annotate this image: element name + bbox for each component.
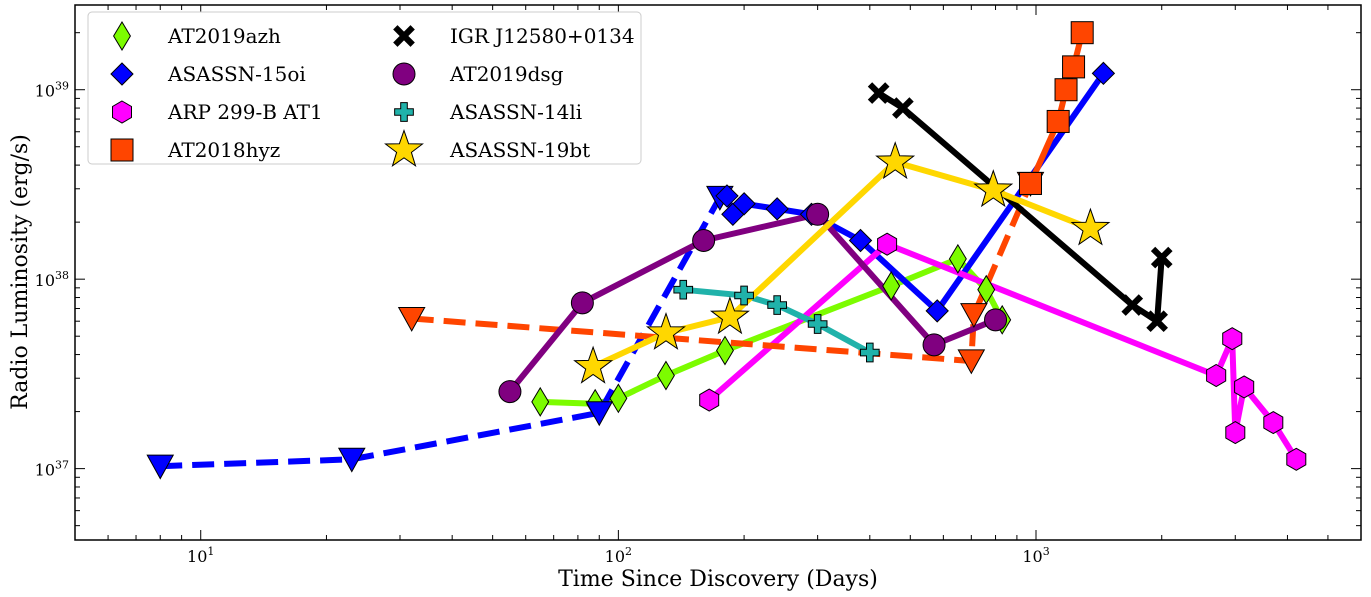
series-line-arp-299-b-at1-0 xyxy=(707,241,1299,461)
data-point-asassn-15oi xyxy=(925,299,949,323)
data-point-asassn-14li xyxy=(767,295,788,315)
legend-label: AT2019dsg xyxy=(449,62,564,86)
data-point-arp-299-b-at1 xyxy=(877,232,898,256)
data-point-at2019dsg xyxy=(570,291,594,315)
data-point-at2018hyz xyxy=(1062,55,1086,79)
data-point-asassn-19bt xyxy=(973,169,1014,208)
legend-label: AT2018hyz xyxy=(167,138,280,162)
x-axis-label: Time Since Discovery (Days) xyxy=(558,567,878,592)
legend-label: ARP 299-B AT1 xyxy=(167,100,323,124)
data-point-asassn-15oi xyxy=(715,184,739,208)
data-point-at2018hyz xyxy=(397,306,426,332)
data-point-arp-299-b-at1 xyxy=(1286,447,1307,471)
data-point-at2018hyz xyxy=(957,349,986,375)
data-point-asassn-19bt xyxy=(1070,207,1111,246)
legend-marker xyxy=(393,25,415,47)
data-point-arp-299-b-at1 xyxy=(1225,421,1246,445)
y-tick-label: 1037 xyxy=(35,459,69,480)
data-point-asassn-14li xyxy=(807,314,828,334)
tick-layer: 101 102 103 1037 1038 1039 xyxy=(35,5,1362,566)
data-point-asassn-15oi xyxy=(1091,61,1116,86)
legend-marker xyxy=(110,62,134,86)
data-point-asassn-15oi xyxy=(848,228,873,253)
data-point-arp-299-b-at1 xyxy=(1263,411,1284,435)
data-point-igr-j12580-0134 xyxy=(892,97,914,119)
legend-label: AT2019azh xyxy=(167,24,281,48)
data-point-arp-299-b-at1 xyxy=(699,388,720,412)
x-tick-label: 102 xyxy=(605,545,632,566)
data-point-igr-j12580-0134 xyxy=(1121,294,1144,316)
data-point-asassn-15oi xyxy=(732,192,756,216)
data-point-at2019dsg xyxy=(984,308,1008,332)
legend-label: IGR J12580+0134 xyxy=(450,24,635,48)
data-point-arp-299-b-at1 xyxy=(1222,327,1243,351)
data-point-asassn-14li xyxy=(734,285,754,306)
data-point-asassn-15oi xyxy=(337,447,366,473)
legend-label: ASASSN-15oi xyxy=(167,62,306,86)
data-point-arp-299-b-at1 xyxy=(1234,375,1255,399)
legend-marker xyxy=(112,100,132,124)
series-line-asassn-15oi-0 xyxy=(160,195,723,470)
data-point-at2019azh xyxy=(656,360,675,391)
x-tick-label: 103 xyxy=(1022,545,1049,566)
data-point-at2019azh xyxy=(609,383,628,414)
data-point-at2018hyz xyxy=(1018,171,1042,195)
data-point-at2018hyz xyxy=(1070,21,1094,45)
y-tick-label: 1039 xyxy=(35,80,69,101)
data-point-at2019dsg xyxy=(806,202,830,226)
legend-marker xyxy=(110,138,134,162)
data-point-asassn-15oi xyxy=(585,401,614,427)
data-point-asassn-15oi xyxy=(765,197,789,221)
data-point-igr-j12580-0134 xyxy=(1150,246,1173,269)
y-tick-label: 1038 xyxy=(35,269,69,290)
data-point-asassn-14li xyxy=(673,279,694,300)
data-point-at2018hyz xyxy=(1046,109,1070,133)
data-point-arp-299-b-at1 xyxy=(1206,363,1227,388)
data-point-asassn-19bt xyxy=(709,296,750,335)
data-point-at2019azh xyxy=(715,335,734,366)
data-point-asassn-19bt xyxy=(875,141,916,180)
data-point-at2019dsg xyxy=(692,228,716,252)
series-line-at2018hyz-1 xyxy=(1027,31,1086,185)
data-point-asassn-14li xyxy=(859,342,880,363)
data-point-at2019dsg xyxy=(922,333,946,357)
legend-marker xyxy=(384,128,424,168)
data-point-at2018hyz xyxy=(1054,78,1078,102)
data-point-igr-j12580-0134 xyxy=(1146,310,1168,333)
data-point-at2019azh xyxy=(882,271,901,302)
legend-marker xyxy=(113,21,131,51)
plot-frame xyxy=(74,4,1362,541)
data-point-at2019azh xyxy=(531,386,550,417)
data-point-asassn-19bt xyxy=(645,311,686,350)
legend-marker xyxy=(394,102,414,122)
series-line-at2018hyz-0 xyxy=(411,182,1034,364)
data-point-at2019azh xyxy=(948,243,967,274)
legend-marker xyxy=(392,62,416,86)
series-line-asassn-19bt-0 xyxy=(591,159,1092,370)
series-line-igr-j12580-0134-0 xyxy=(877,90,1165,325)
x-tick-label: 101 xyxy=(187,545,214,566)
series-markers xyxy=(146,21,1307,480)
legend-label: ASASSN-19bt xyxy=(449,138,590,162)
data-layer xyxy=(146,21,1307,480)
legend-label: ASASSN-14li xyxy=(449,100,582,124)
data-point-asassn-15oi xyxy=(146,454,175,480)
data-point-at2019dsg xyxy=(498,380,522,404)
data-point-igr-j12580-0134 xyxy=(867,82,890,104)
legend: AT2019azh ASASSN-15oi ARP 299-B AT1 AT2018h… xyxy=(87,11,642,168)
legend-box xyxy=(87,11,642,165)
y-axis-label: Radio Luminosity (erg/s) xyxy=(8,134,33,410)
data-point-asassn-19bt xyxy=(573,345,614,384)
data-point-at2018hyz xyxy=(960,303,988,328)
